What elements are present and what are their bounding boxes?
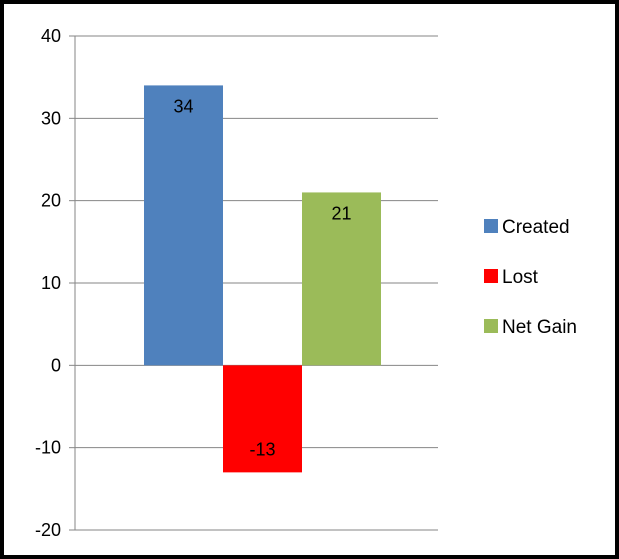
bar-net-gain: [302, 192, 381, 366]
y-tick-label: -10: [35, 438, 61, 458]
bar-chart: 40 30 20 10 0 -10 -20 34 -13 21 Created Lost Net G…: [35, 26, 577, 540]
legend-swatch: [484, 269, 498, 283]
bars: [144, 85, 381, 473]
y-axis: 40 30 20 10 0 -10 -20: [35, 26, 76, 540]
y-tick-label: -20: [35, 520, 61, 540]
y-tick-label: 30: [41, 108, 61, 128]
y-tick-label: 40: [41, 26, 61, 46]
bar-lost: [223, 365, 302, 473]
bar-created: [144, 85, 223, 366]
data-label: -13: [249, 439, 275, 459]
data-label: 21: [331, 203, 351, 223]
legend: Created Lost Net Gain: [484, 217, 577, 338]
data-label: 34: [173, 96, 193, 116]
y-tick-label: 20: [41, 191, 61, 211]
legend-label: Net Gain: [502, 317, 577, 338]
legend-label: Lost: [502, 267, 539, 288]
y-tick-label: 10: [41, 273, 61, 293]
legend-swatch: [484, 219, 498, 233]
legend-swatch: [484, 319, 498, 333]
legend-label: Created: [502, 217, 570, 238]
y-tick-label: 0: [51, 355, 61, 375]
data-labels: 34 -13 21: [173, 96, 351, 459]
